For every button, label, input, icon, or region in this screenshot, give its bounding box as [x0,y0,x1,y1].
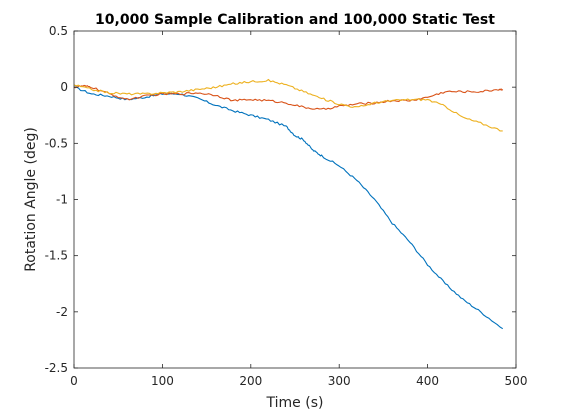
y-tick-label: 0.5 [49,24,68,38]
data-series-group [73,78,504,330]
chart-title: 10,000 Sample Calibration and 100,000 St… [95,12,495,28]
x-tick-label: 0 [70,374,78,388]
plot-area [74,31,516,368]
y-tick-label: -1 [56,193,68,207]
axes: 0 100 200 300 400 500 0.5 0 -0.5 -1 -1.5 -2 -2.5 [45,24,528,388]
y-tick-label: -2.5 [45,361,68,375]
y-tick-label: -2 [56,305,68,319]
y-tick-label: 0 [60,80,68,94]
series-line-2 [73,84,504,110]
x-tick-label: 100 [151,374,174,388]
y-tick-label: -0.5 [45,136,68,150]
y-axis-label: Rotation Angle (deg) [23,127,39,272]
series-line-3 [73,78,503,132]
y-tick-label: -1.5 [45,249,68,263]
x-tick-label: 500 [505,374,528,388]
x-tick-label: 300 [328,374,351,388]
x-tick-label: 200 [239,374,262,388]
x-axis-label: Time (s) [266,395,324,411]
series-line-1 [73,86,504,330]
x-tick-label: 400 [416,374,439,388]
